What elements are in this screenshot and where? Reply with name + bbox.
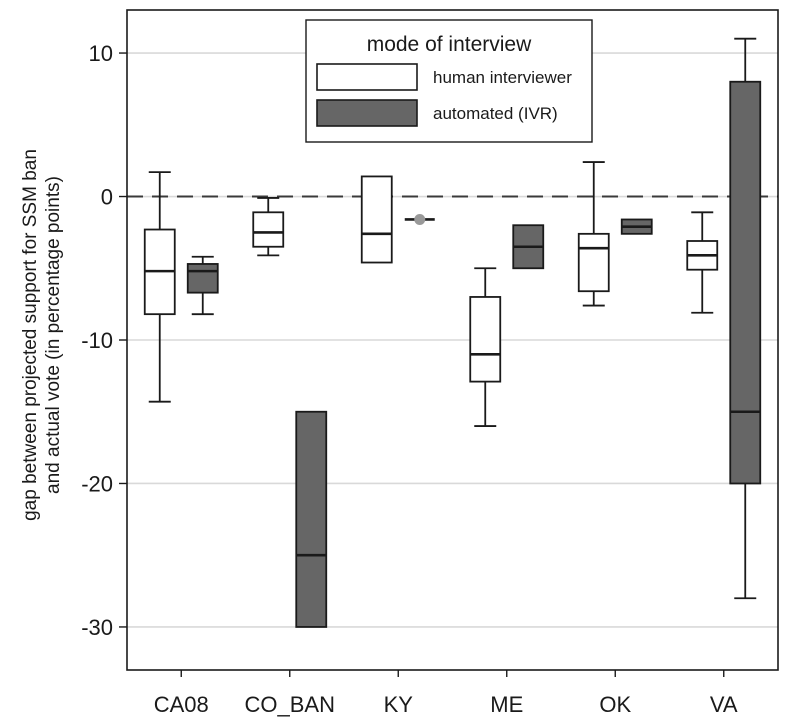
box-automated-ok <box>620 218 653 235</box>
x-tick-label-me: ME <box>490 692 523 717</box>
y-axis-title: gap between projected support for SSM ba… <box>20 149 64 521</box>
y-axis-title-line2: and actual vote (in percentage points) <box>43 176 64 494</box>
box-automated-ky <box>404 213 435 225</box>
box-layer <box>143 37 762 628</box>
box-automated-ca08 <box>186 255 219 316</box>
box-human-ok <box>577 161 610 307</box>
legend-label-human: human interviewer <box>433 68 572 87</box>
x-tick-label-ok: OK <box>599 692 631 717</box>
outlier-point <box>414 213 426 225</box>
legend-swatch-human <box>316 63 418 91</box>
x-tick-label-ky: KY <box>384 692 414 717</box>
legend-title: mode of interview <box>367 33 532 56</box>
x-tick-label-co-ban: CO_BAN <box>245 692 335 717</box>
box-iqr <box>577 232 610 293</box>
y-tick-label: -30 <box>81 615 113 640</box>
y-tick-label: 0 <box>101 185 113 210</box>
box-iqr <box>469 296 502 383</box>
box-automated-va <box>729 37 762 600</box>
x-tick-layer: CA08 CO_BAN KY ME OK VA <box>154 670 738 717</box>
box-human-ca08 <box>143 171 176 403</box>
box-human-ky <box>360 175 393 264</box>
box-human-co-ban <box>252 197 285 257</box>
y-tick-label: 10 <box>89 41 113 66</box>
y-tick-label: -20 <box>81 471 113 496</box>
box-iqr <box>186 263 219 294</box>
box-iqr <box>252 211 285 248</box>
y-tick-label: -10 <box>81 328 113 353</box>
box-human-me <box>469 267 502 427</box>
box-iqr <box>295 410 328 628</box>
box-automated-co-ban <box>295 410 328 628</box>
y-tick-layer: 10 0 -10 -20 -30 <box>81 41 127 640</box>
x-tick-label-ca08: CA08 <box>154 692 209 717</box>
y-axis-title-line1: gap between projected support for SSM ba… <box>20 149 41 521</box>
box-human-va <box>686 211 719 314</box>
box-iqr <box>729 80 762 485</box>
legend-swatch-automated <box>316 99 418 127</box>
x-tick-label-va: VA <box>710 692 738 717</box>
box-automated-me <box>512 224 545 270</box>
legend-label-automated: automated (IVR) <box>433 104 558 123</box>
legend: mode of interview human interviewer auto… <box>305 19 593 143</box>
box-iqr <box>360 175 393 264</box>
